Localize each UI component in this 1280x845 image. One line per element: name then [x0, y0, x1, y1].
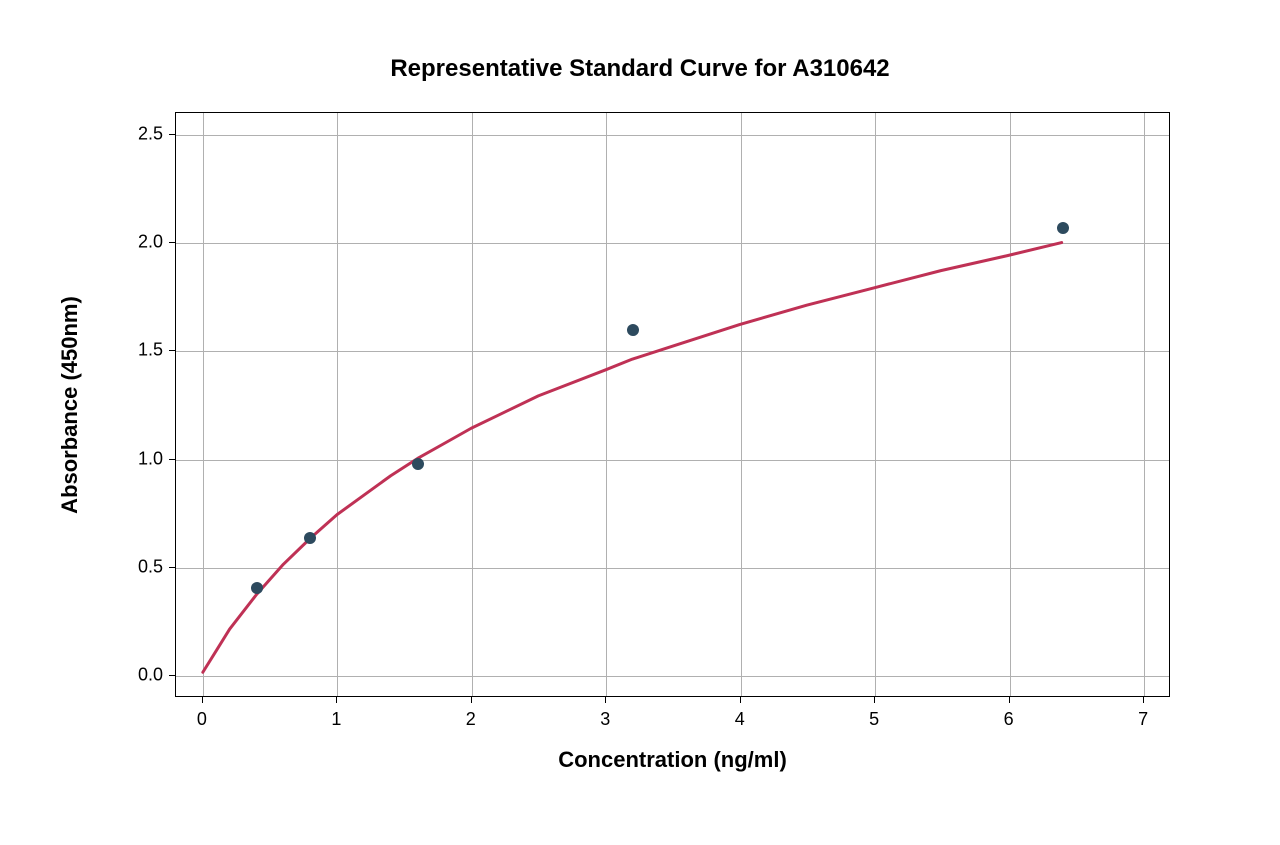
y-tick-mark — [169, 567, 175, 568]
x-tick-label: 5 — [869, 709, 879, 730]
y-tick-mark — [169, 350, 175, 351]
x-tick-label: 1 — [331, 709, 341, 730]
chart-container: Representative Standard Curve for A31064… — [0, 0, 1280, 845]
x-tick-label: 2 — [466, 709, 476, 730]
x-tick-mark — [336, 697, 337, 703]
plot-area — [175, 112, 1170, 697]
x-tick-mark — [202, 697, 203, 703]
y-tick-label: 2.0 — [138, 232, 163, 253]
x-tick-mark — [1143, 697, 1144, 703]
x-tick-mark — [1009, 697, 1010, 703]
data-point — [251, 582, 263, 594]
y-tick-label: 0.0 — [138, 665, 163, 686]
y-tick-label: 1.0 — [138, 448, 163, 469]
curve-svg — [176, 113, 1169, 696]
y-tick-label: 1.5 — [138, 340, 163, 361]
y-tick-mark — [169, 675, 175, 676]
y-tick-mark — [169, 134, 175, 135]
x-tick-label: 6 — [1004, 709, 1014, 730]
data-point — [627, 324, 639, 336]
x-tick-label: 7 — [1138, 709, 1148, 730]
x-axis-label: Concentration (ng/ml) — [558, 747, 787, 773]
x-tick-label: 0 — [197, 709, 207, 730]
y-tick-label: 0.5 — [138, 557, 163, 578]
x-tick-mark — [874, 697, 875, 703]
curve-path — [203, 243, 1062, 673]
y-axis-label: Absorbance (450nm) — [57, 296, 83, 514]
x-tick-label: 3 — [600, 709, 610, 730]
y-tick-label: 2.5 — [138, 123, 163, 144]
x-tick-mark — [740, 697, 741, 703]
chart-title: Representative Standard Curve for A31064… — [390, 55, 889, 83]
y-tick-mark — [169, 459, 175, 460]
data-point — [304, 532, 316, 544]
x-tick-mark — [605, 697, 606, 703]
x-tick-mark — [471, 697, 472, 703]
data-point — [412, 458, 424, 470]
y-tick-mark — [169, 242, 175, 243]
x-tick-label: 4 — [735, 709, 745, 730]
data-point — [1057, 222, 1069, 234]
